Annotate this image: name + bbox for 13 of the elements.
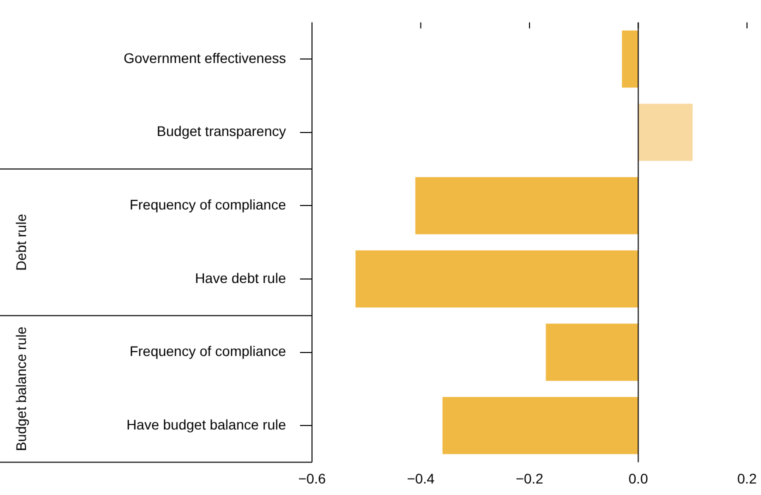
x-tick-label: −0.6: [298, 470, 326, 486]
y-tick-label: Have budget balance rule: [126, 416, 286, 432]
x-tick-label: −0.4: [406, 470, 435, 486]
text: Budget balance rule: [12, 326, 29, 452]
x-tick-label: 0.2: [737, 470, 757, 486]
y-tick-label: Frequency of compliance: [130, 343, 286, 360]
text: Debt rule: [12, 214, 29, 271]
y-tick-label: Budget transparency: [156, 123, 286, 140]
y-tick-label: Government effectiveness: [124, 50, 286, 66]
x-tick-label: −0.2: [516, 470, 544, 486]
y-tick-label: Have debt rule: [194, 270, 286, 286]
y-tick-label: Frequency of compliance: [130, 196, 286, 213]
x-tick-label: 0.0: [628, 470, 648, 486]
